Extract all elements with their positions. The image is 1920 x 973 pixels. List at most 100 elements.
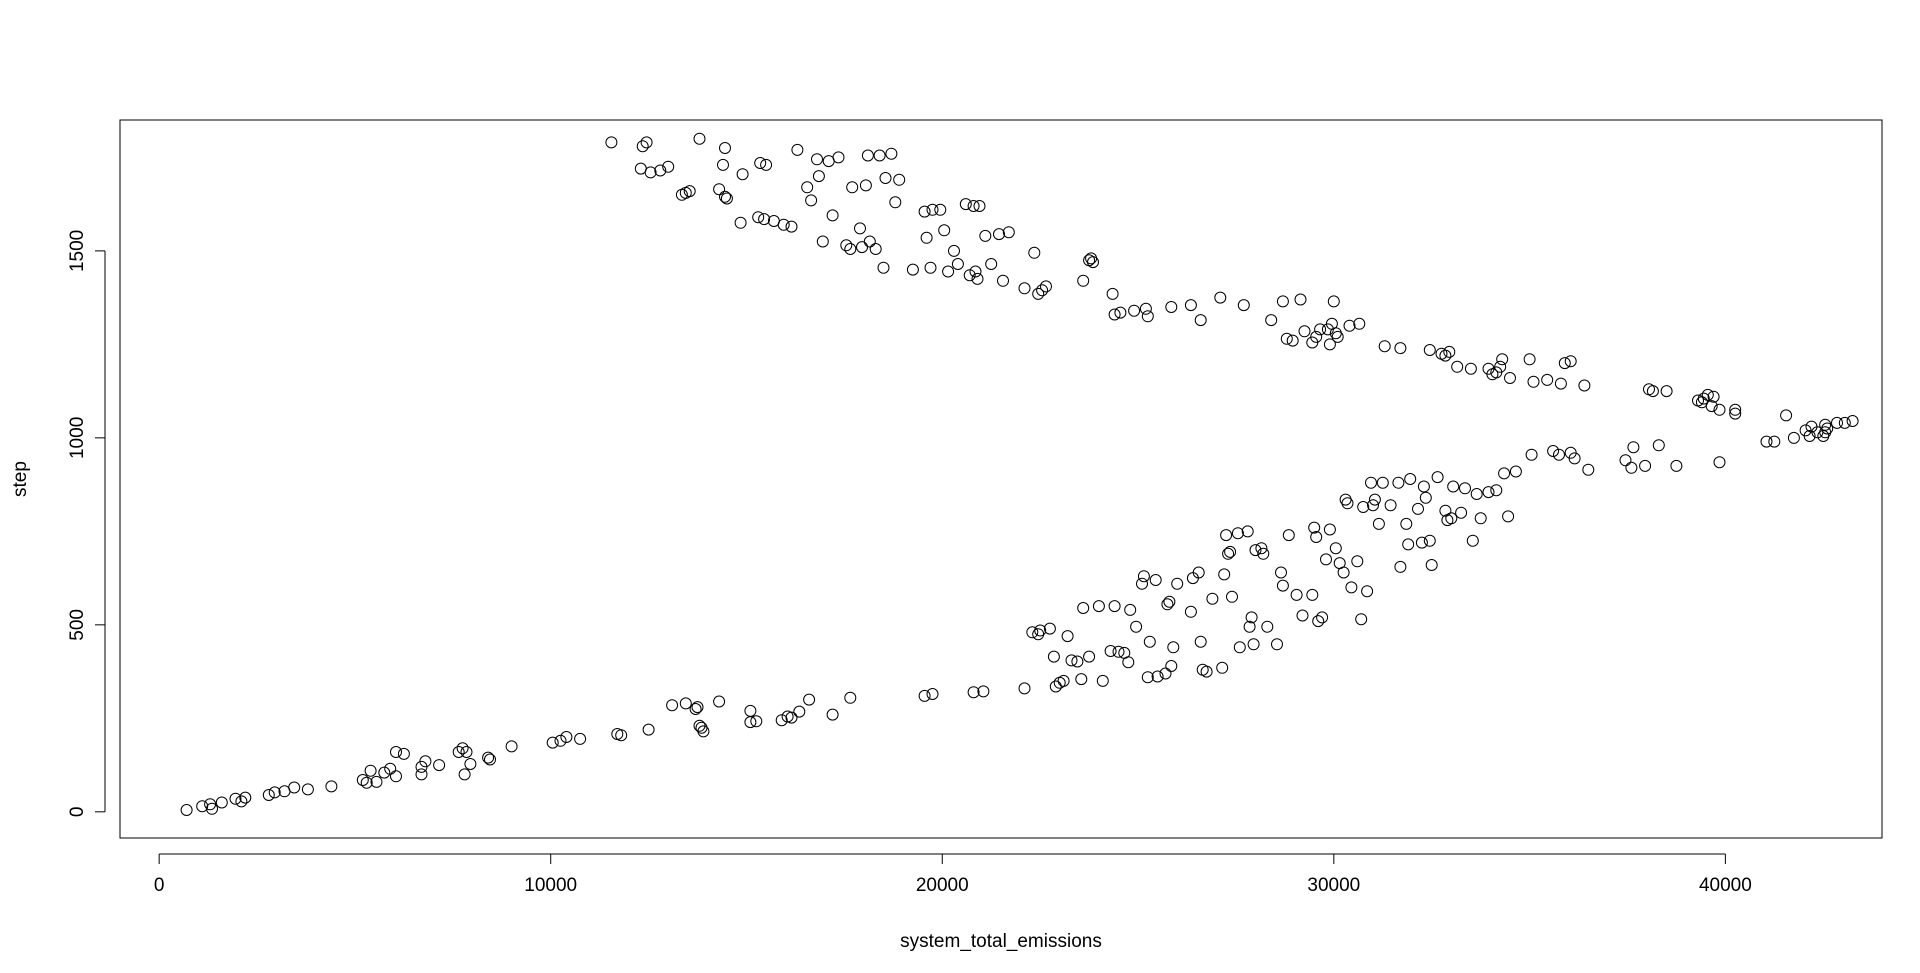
data-point <box>1049 680 1062 693</box>
data-point <box>719 190 731 203</box>
data-point <box>1341 497 1354 510</box>
data-point <box>1308 521 1321 534</box>
data-point <box>1124 603 1137 616</box>
data-point <box>1104 645 1117 657</box>
data-point <box>1149 574 1162 586</box>
data-point <box>419 755 432 768</box>
data-point <box>560 731 573 743</box>
data-point <box>1224 545 1237 558</box>
data-point <box>1627 441 1640 454</box>
data-point <box>1323 338 1336 351</box>
data-point <box>717 158 729 171</box>
data-point <box>1106 287 1119 300</box>
data-point <box>196 800 209 813</box>
data-point <box>1494 360 1507 373</box>
data-point <box>969 265 982 278</box>
data-point <box>1701 388 1714 401</box>
data-point <box>1216 661 1229 674</box>
data-point <box>1139 302 1152 315</box>
data-point <box>1353 317 1366 330</box>
data-point <box>1502 510 1515 523</box>
data-point <box>973 200 986 212</box>
data-point <box>791 143 804 156</box>
data-point <box>1713 456 1726 469</box>
data-point <box>918 689 931 702</box>
data-point <box>826 209 839 222</box>
data-point <box>744 716 757 729</box>
data-point <box>1130 620 1143 633</box>
data-point <box>951 258 964 270</box>
data-point <box>640 136 653 149</box>
data-point <box>262 789 275 801</box>
data-point <box>1214 291 1227 304</box>
data-point <box>1247 638 1260 651</box>
data-point <box>1241 525 1254 538</box>
data-point <box>662 160 675 173</box>
data-point <box>1310 330 1323 343</box>
data-point <box>1490 484 1503 497</box>
data-point <box>1061 630 1074 643</box>
data-point <box>1787 431 1800 444</box>
data-point <box>1372 517 1385 530</box>
y-axis-label: step <box>10 461 31 497</box>
data-point <box>997 274 1009 287</box>
data-point <box>979 229 992 242</box>
data-point <box>1443 345 1456 358</box>
data-point <box>1036 284 1049 297</box>
x-tick-label: 0 <box>154 875 165 896</box>
y-tick-label: 0 <box>67 807 88 818</box>
data-point <box>856 241 868 254</box>
data-point <box>793 705 806 718</box>
data-point <box>1096 674 1109 687</box>
data-point <box>505 740 518 753</box>
data-point <box>1276 579 1289 592</box>
data-point <box>1670 459 1683 472</box>
data-point <box>1310 531 1323 543</box>
data-point <box>734 216 747 229</box>
data-point <box>1265 314 1278 327</box>
data-point <box>1415 536 1428 549</box>
data-point <box>644 166 657 179</box>
data-point <box>1357 501 1370 513</box>
data-point <box>1582 463 1595 476</box>
data-point <box>180 804 193 816</box>
data-point <box>605 136 618 149</box>
data-point <box>390 746 402 758</box>
data-point <box>832 151 845 164</box>
data-point <box>1220 529 1233 542</box>
data-point <box>1002 226 1015 239</box>
data-point <box>642 723 655 736</box>
data-point <box>384 762 397 775</box>
x-tick-label: 40000 <box>1699 875 1752 896</box>
data-point <box>452 746 465 758</box>
data-point <box>1439 504 1452 517</box>
data-point <box>364 764 377 777</box>
data-point <box>812 170 825 183</box>
data-point <box>1165 301 1178 313</box>
data-point <box>1218 568 1231 581</box>
data-point <box>683 185 696 198</box>
data-point <box>1192 566 1205 579</box>
data-point <box>288 781 301 794</box>
data-point <box>1498 467 1511 480</box>
data-point <box>754 157 767 169</box>
data-point <box>697 725 710 738</box>
data-point <box>1327 295 1340 308</box>
data-point <box>206 802 218 815</box>
data-point <box>1459 482 1471 495</box>
data-point <box>1312 615 1325 628</box>
data-point <box>1226 590 1238 603</box>
data-point <box>691 701 704 714</box>
data-point <box>1286 334 1299 347</box>
data-point <box>1194 314 1207 327</box>
data-point <box>861 149 874 162</box>
data-point <box>1040 280 1052 293</box>
data-point <box>1554 377 1567 390</box>
data-point <box>1184 605 1197 618</box>
data-point <box>1394 560 1407 573</box>
data-point <box>869 243 882 255</box>
data-point <box>811 153 823 166</box>
data-point <box>1108 308 1121 321</box>
data-point <box>926 688 939 700</box>
